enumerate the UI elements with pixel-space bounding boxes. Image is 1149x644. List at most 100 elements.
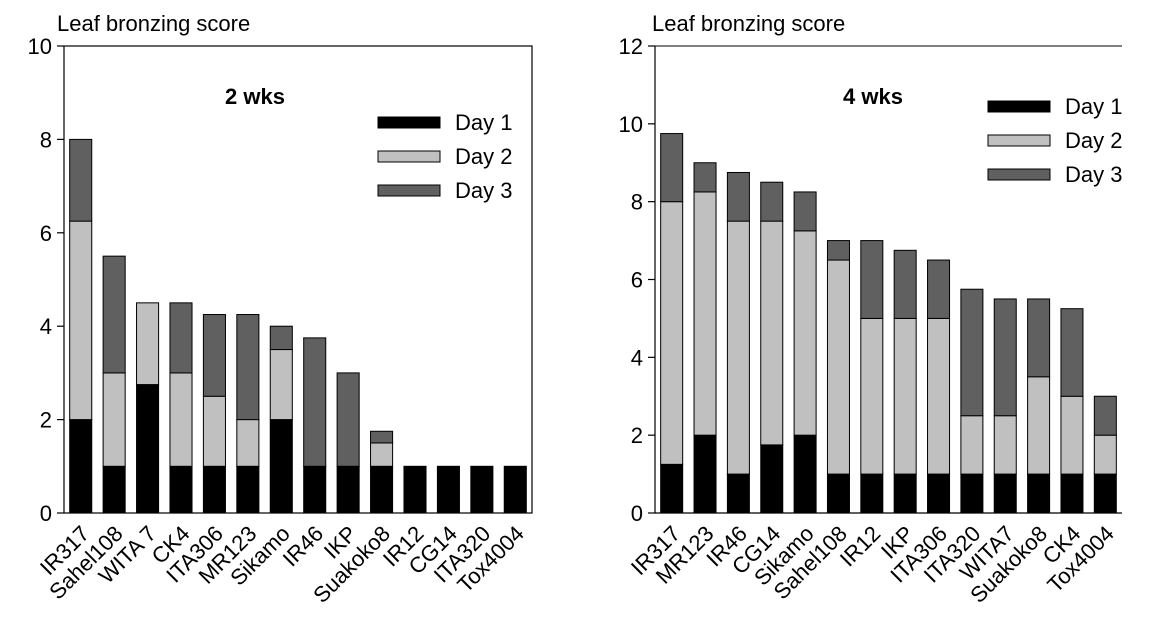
bar-segment-day-2 (102, 372, 126, 467)
y-tick-label: 10 (28, 34, 52, 59)
bar-segment-day-2 (370, 442, 394, 467)
bar-segment-day-2 (69, 220, 93, 421)
bar-segment-day-3 (269, 325, 293, 351)
bar-segment-day-3 (236, 314, 260, 421)
bar-segment-day-1 (726, 473, 750, 514)
bar-segment-day-1 (303, 465, 327, 514)
legend-label: Day 3 (1065, 162, 1122, 187)
bar-segment-day-2 (136, 302, 160, 386)
bar-segment-day-1 (1027, 473, 1051, 514)
bar-segment-day-1 (436, 465, 460, 514)
legend-swatch-day-1 (987, 100, 1051, 113)
bar-segment-day-3 (726, 171, 750, 222)
bar-segment-day-2 (1027, 376, 1051, 475)
bar-segment-day-1 (960, 473, 984, 514)
bar-segment-day-2 (826, 259, 850, 475)
bar-segment-day-3 (169, 302, 193, 374)
bar-segment-day-2 (726, 220, 750, 475)
legend-label: Day 2 (1065, 128, 1122, 153)
bar-segment-day-3 (1060, 308, 1084, 397)
bar-segment-day-3 (102, 255, 126, 374)
bar-segment-day-1 (69, 419, 93, 514)
bar-segment-day-3 (860, 240, 884, 319)
bar-segment-day-2 (269, 349, 293, 421)
y-tick-label: 8 (40, 127, 52, 152)
bar-segment-day-3 (370, 430, 394, 444)
bar-segment-day-1 (470, 465, 494, 514)
panel-title: 2 wks (225, 84, 285, 109)
bar-segment-day-2 (1093, 434, 1117, 475)
bar-segment-day-2 (927, 317, 951, 475)
bar-segment-day-3 (993, 298, 1017, 417)
bar-segment-day-2 (660, 201, 684, 465)
bar-segment-day-1 (503, 465, 527, 514)
bar-segment-day-3 (660, 133, 684, 203)
bar-segment-day-1 (236, 465, 260, 514)
bar-segment-day-2 (893, 317, 917, 475)
bar-segment-day-3 (893, 249, 917, 319)
y-tick-label: 2 (40, 408, 52, 433)
plot-frame (63, 45, 533, 514)
panel-title: 4 wks (843, 84, 903, 109)
bar-segment-day-1 (136, 384, 160, 514)
bar-segment-day-3 (1093, 395, 1117, 436)
bar-segment-day-1 (336, 465, 360, 514)
legend-label: Day 1 (455, 110, 512, 135)
bar-segment-day-1 (403, 465, 427, 514)
legend-swatch-day-3 (377, 184, 441, 197)
bar-segment-day-3 (826, 240, 850, 261)
bar-segment-day-1 (826, 473, 850, 514)
bar-segment-day-1 (993, 473, 1017, 514)
bar-segment-day-1 (169, 465, 193, 514)
bar-segment-day-2 (169, 372, 193, 467)
bar-segment-day-2 (993, 415, 1017, 475)
y-tick-label: 6 (631, 268, 643, 293)
y-tick-label: 2 (631, 423, 643, 448)
bar-segment-day-1 (927, 473, 951, 514)
legend-label: Day 2 (455, 144, 512, 169)
bar-segment-day-2 (760, 220, 784, 446)
bar-segment-day-3 (793, 191, 817, 232)
bar-segment-day-1 (860, 473, 884, 514)
y-tick-label: 8 (631, 190, 643, 215)
bar-segment-day-3 (303, 337, 327, 467)
bar-segment-day-2 (202, 395, 226, 467)
bar-segment-day-3 (1027, 298, 1051, 378)
bar-segment-day-2 (1060, 395, 1084, 475)
bar-segment-day-3 (202, 314, 226, 397)
y-axis-label: Leaf bronzing score (57, 11, 250, 36)
bar-segment-day-1 (793, 434, 817, 514)
bar-segment-day-3 (69, 138, 93, 222)
bar-segment-day-3 (960, 288, 984, 417)
plot-axes (654, 46, 1122, 514)
bar-segment-day-3 (693, 162, 717, 193)
bar-segment-day-3 (336, 372, 360, 467)
bar-segment-day-3 (927, 259, 951, 319)
bar-segment-day-1 (693, 434, 717, 514)
y-tick-label: 12 (619, 34, 643, 59)
y-tick-label: 0 (40, 501, 52, 526)
legend-swatch-day-1 (377, 116, 441, 129)
bar-segment-day-1 (1060, 473, 1084, 514)
bar-segment-day-1 (269, 419, 293, 514)
y-axis-label: Leaf bronzing score (652, 11, 845, 36)
bar-segment-day-1 (660, 463, 684, 514)
y-tick-label: 10 (619, 112, 643, 137)
bar-segment-day-3 (760, 181, 784, 222)
bar-segment-day-1 (760, 444, 784, 514)
bar-segment-day-2 (860, 317, 884, 475)
bar-segment-day-1 (102, 465, 126, 514)
bar-segment-day-2 (693, 191, 717, 436)
bar-segment-day-2 (236, 419, 260, 467)
legend-swatch-day-3 (987, 168, 1051, 181)
bar-segment-day-2 (793, 230, 817, 436)
y-tick-label: 6 (40, 221, 52, 246)
bar-segment-day-1 (370, 465, 394, 514)
bar-segment-day-1 (893, 473, 917, 514)
legend-label: Day 3 (455, 178, 512, 203)
legend-swatch-day-2 (987, 134, 1051, 147)
